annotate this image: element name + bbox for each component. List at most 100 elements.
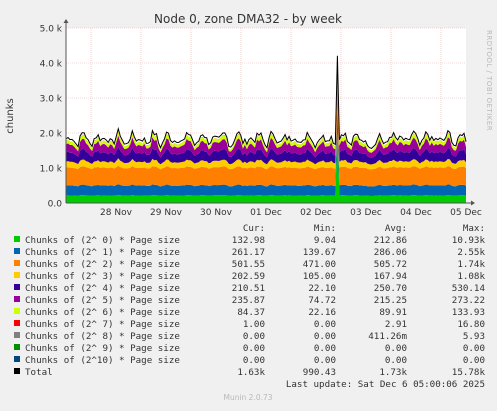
legend-value-cur: 0.00 [243, 331, 265, 342]
legend-header-min: Min: [314, 223, 336, 234]
legend-value-min: 22.16 [308, 307, 336, 318]
legend-header-max: Max: [463, 223, 485, 234]
y-tick-label: 1.0 k [40, 165, 63, 175]
legend-swatch [14, 272, 20, 278]
axes: 0.0 1.0 k 2.0 k 3.0 k 4.0 k 5.0 k 28 Nov 29 Nov… [40, 19, 482, 218]
x-axis-arrow [471, 200, 475, 206]
legend-value-avg: 505.72 [374, 259, 407, 270]
y-axis-arrow [63, 19, 69, 23]
legend-value-cur: 84.37 [237, 307, 265, 318]
area-series-0 [66, 132, 466, 203]
legend-value-avg: 250.70 [374, 283, 407, 294]
y-tick-label: 3.0 k [40, 95, 63, 105]
legend-value-max: 16.80 [457, 319, 485, 330]
footer-version: Munin 2.0.73 [223, 393, 272, 402]
legend-series-name: Total [25, 367, 53, 378]
legend-value-avg: 0.00 [385, 355, 407, 366]
legend-value-max: 1.08k [457, 271, 485, 282]
chart-title: Node 0, zone DMA32 - by week [154, 12, 342, 26]
legend-series-name: Chunks of (2^ 4) * Page size [25, 283, 180, 294]
legend-value-max: 0.00 [463, 343, 485, 354]
y-tick-label: 4.0 k [40, 60, 63, 70]
legend-value-max: 10.93k [452, 235, 486, 246]
legend-value-cur: 0.00 [243, 355, 265, 366]
area-series-4 [66, 65, 466, 165]
x-tick-label: 01 Dec [250, 208, 282, 218]
legend-swatch [14, 308, 20, 314]
legend-value-avg: 89.91 [379, 307, 407, 318]
plot-area [65, 27, 467, 203]
legend-series-name: Chunks of (2^ 2) * Page size [25, 259, 180, 270]
legend-value-cur: 132.98 [232, 235, 265, 246]
legend-value-min: 74.72 [308, 295, 336, 306]
legend-value-max: 0.00 [463, 355, 485, 366]
legend-value-avg: 0.00 [385, 343, 407, 354]
x-tick-label: 02 Dec [300, 208, 332, 218]
legend-value-cur: 235.87 [232, 295, 265, 306]
legend-value-max: 5.93 [463, 331, 485, 342]
legend-series-name: Chunks of (2^10) * Page size [25, 355, 180, 366]
area-series-5 [66, 60, 466, 158]
legend-swatch [14, 296, 20, 302]
legend-value-min: 22.10 [308, 283, 336, 294]
legend-value-avg: 1.73k [379, 367, 407, 378]
y-axis-label: chunks [5, 98, 16, 134]
legend-value-avg: 411.26m [368, 331, 407, 342]
legend-value-max: 1.74k [457, 259, 485, 270]
legend-value-max: 15.78k [452, 367, 486, 378]
legend-value-min: 9.04 [314, 235, 337, 246]
x-tick-label: 28 Nov [100, 208, 133, 218]
legend-swatch [14, 368, 20, 374]
legend-value-avg: 286.06 [374, 247, 407, 258]
legend-value-cur: 0.00 [243, 343, 265, 354]
legend-series-name: Chunks of (2^ 9) * Page size [25, 343, 180, 354]
legend-swatch [14, 248, 20, 254]
legend-series-name: Chunks of (2^ 1) * Page size [25, 247, 180, 258]
legend-value-max: 530.14 [452, 283, 486, 294]
legend-swatch [14, 344, 20, 350]
x-tick-label: 05 Dec [450, 208, 482, 218]
y-tick-label: 0.0 [48, 200, 63, 210]
legend-value-min: 0.00 [314, 331, 336, 342]
legend-value-cur: 261.17 [232, 247, 265, 258]
legend-value-avg: 167.94 [374, 271, 408, 282]
legend-swatch [14, 320, 20, 326]
legend-value-cur: 1.63k [237, 367, 265, 378]
legend-value-cur: 501.55 [232, 259, 265, 270]
legend-value-min: 105.00 [303, 271, 336, 282]
legend-header-avg: Avg: [385, 223, 407, 234]
legend-swatch [14, 260, 20, 266]
legend-series-name: Chunks of (2^ 0) * Page size [25, 235, 180, 246]
legend-value-min: 0.00 [314, 319, 336, 330]
x-tick-label: 03 Dec [350, 208, 382, 218]
legend-swatch [14, 284, 20, 290]
legend-swatch [14, 236, 20, 242]
legend-swatch [14, 356, 20, 362]
legend-header-cur: Cur: [243, 223, 265, 234]
x-tick-label: 30 Nov [200, 208, 233, 218]
x-tick-label: 04 Dec [400, 208, 432, 218]
legend-value-cur: 202.59 [232, 271, 265, 282]
last-update: Last update: Sat Dec 6 05:00:06 2025 [286, 379, 485, 390]
total-line [65, 55, 467, 150]
legend-value-max: 133.93 [452, 307, 485, 318]
area-series-2 [66, 78, 466, 187]
legend-series-name: Chunks of (2^ 3) * Page size [25, 271, 180, 282]
legend-value-max: 273.22 [452, 295, 485, 306]
legend-value-min: 990.43 [303, 367, 336, 378]
legend-value-min: 471.00 [303, 259, 336, 270]
legend-value-cur: 210.51 [232, 283, 265, 294]
legend-value-max: 2.55k [457, 247, 485, 258]
legend-value-avg: 215.25 [374, 295, 407, 306]
legend-value-min: 0.00 [314, 343, 336, 354]
legend-series-name: Chunks of (2^ 8) * Page size [25, 331, 180, 342]
legend-value-min: 0.00 [314, 355, 336, 366]
legend-value-min: 139.67 [303, 247, 336, 258]
y-tick-label: 2.0 k [40, 130, 63, 140]
x-tick-label: 29 Nov [150, 208, 183, 218]
legend-value-avg: 212.86 [374, 235, 407, 246]
legend-value-cur: 1.00 [243, 319, 265, 330]
legend-series-name: Chunks of (2^ 6) * Page size [25, 307, 180, 318]
